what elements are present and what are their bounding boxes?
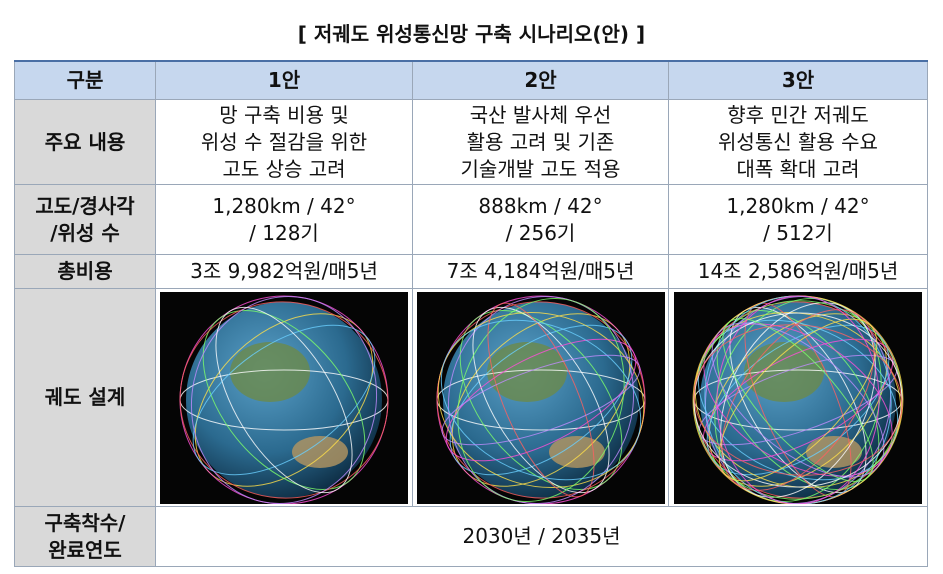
row: 주요 내용 망 구축 비용 및 위성 수 절감을 위한 고도 상승 고려 국산 발사… bbox=[14, 99, 928, 185]
graphic bbox=[456, 297, 625, 502]
line: 위성통신 활용 수요 bbox=[718, 129, 878, 154]
graphic bbox=[706, 324, 890, 475]
graphic bbox=[192, 324, 376, 475]
graphic bbox=[459, 309, 622, 490]
line: 888km / 42° bbox=[478, 193, 603, 218]
row: 총비용 3조 9,982억원/매5년 7조 4,184억원/매5년 14조 2,… bbox=[14, 254, 928, 289]
graphic bbox=[292, 435, 348, 468]
graphic bbox=[711, 321, 885, 478]
line: 향후 민간 저궤도 bbox=[727, 102, 869, 127]
graphic bbox=[718, 318, 878, 481]
cell: 1,280km / 42°/ 128기 bbox=[155, 184, 413, 255]
graphic bbox=[190, 295, 378, 504]
cell bbox=[412, 288, 669, 507]
graphic bbox=[721, 308, 875, 491]
graphic bbox=[703, 322, 893, 477]
graphic bbox=[697, 319, 899, 480]
graphic bbox=[202, 309, 366, 490]
line: /위성 수 bbox=[50, 220, 120, 245]
graphic bbox=[722, 317, 874, 482]
row: 구축착수/완료연도 2030년 / 2035년 bbox=[14, 506, 928, 567]
graphic bbox=[716, 295, 880, 504]
row: 고도/경사각/위성 수 1,280km / 42°/ 128기 888km / … bbox=[14, 184, 928, 255]
line: 활용 고려 및 기존 bbox=[466, 129, 615, 154]
line: / 256기 bbox=[505, 220, 576, 245]
row-label: 총비용 bbox=[14, 254, 156, 289]
line: 망 구축 비용 및 bbox=[219, 102, 349, 127]
graphic bbox=[440, 319, 641, 480]
line: 완료연도 bbox=[48, 537, 122, 562]
header-row: 구분 1안 2안 3안 bbox=[14, 60, 928, 100]
graphic bbox=[693, 323, 903, 476]
line: 고도 상승 고려 bbox=[222, 156, 346, 181]
graphic bbox=[694, 311, 902, 488]
cell: 1,280km / 42°/ 512기 bbox=[668, 184, 928, 255]
row-label: 궤도 설계 bbox=[14, 288, 156, 507]
header-cell: 구분 bbox=[14, 60, 156, 100]
graphic bbox=[437, 311, 644, 488]
line: 1,280km / 42° bbox=[212, 193, 356, 218]
cell: 국산 발사체 우선 활용 고려 및 기존 기술개발 고도 적용 bbox=[412, 99, 669, 185]
line: 1,280km / 42° bbox=[726, 193, 870, 218]
cell: 향후 민간 저궤도 위성통신 활용 수요 대폭 확대 고려 bbox=[668, 99, 928, 185]
graphic bbox=[704, 295, 892, 504]
graphic bbox=[215, 306, 353, 493]
line: 국산 발사체 우선 bbox=[469, 102, 612, 127]
header-cell: 2안 bbox=[412, 60, 669, 100]
cell: 3조 9,982억원/매5년 bbox=[155, 254, 413, 289]
cell bbox=[668, 288, 928, 507]
graphic bbox=[449, 324, 632, 475]
cell: 망 구축 비용 및 위성 수 절감을 위한 고도 상승 고려 bbox=[155, 99, 413, 185]
line: 구축착수/ bbox=[44, 510, 126, 535]
graphic bbox=[548, 435, 605, 468]
line: / 128기 bbox=[249, 220, 319, 245]
line: 대폭 확대 고려 bbox=[736, 156, 860, 181]
header-cell: 3안 bbox=[668, 60, 928, 100]
line: 기술개발 고도 적용 bbox=[460, 156, 621, 181]
graphic bbox=[693, 311, 903, 488]
graphic bbox=[445, 338, 636, 461]
cell: 888km / 42°/ 256기 bbox=[412, 184, 669, 255]
header-cell: 1안 bbox=[155, 60, 413, 100]
line: 고도/경사각 bbox=[35, 193, 135, 218]
orbit-image bbox=[160, 291, 408, 504]
line: / 512기 bbox=[763, 220, 833, 245]
graphic bbox=[441, 354, 640, 445]
row-label: 구축착수/완료연도 bbox=[14, 506, 156, 567]
cell: 2030년 / 2035년 bbox=[155, 506, 928, 567]
line: 위성 수 절감을 위한 bbox=[200, 129, 368, 154]
row: 궤도 설계 bbox=[14, 288, 928, 507]
scenario-table: 구분 1안 2안 3안 주요 내용 망 구축 비용 및 위성 수 절감을 위한 고도… bbox=[14, 60, 928, 567]
row-label: 주요 내용 bbox=[14, 99, 156, 185]
orbit-image bbox=[416, 291, 665, 504]
cell bbox=[155, 288, 413, 507]
line: 주요 내용 bbox=[44, 129, 126, 154]
graphic bbox=[447, 295, 634, 504]
title: [ 저궤도 위성통신망 구축 시나리오(안) ] bbox=[297, 22, 646, 46]
graphic bbox=[471, 306, 610, 493]
graphic bbox=[179, 300, 389, 499]
cell: 7조 4,184억원/매5년 bbox=[412, 254, 669, 289]
cell: 14조 2,586억원/매5년 bbox=[668, 254, 928, 289]
row-label: 고도/경사각/위성 수 bbox=[14, 184, 156, 255]
graphic bbox=[486, 302, 595, 497]
orbit-image bbox=[674, 291, 922, 504]
